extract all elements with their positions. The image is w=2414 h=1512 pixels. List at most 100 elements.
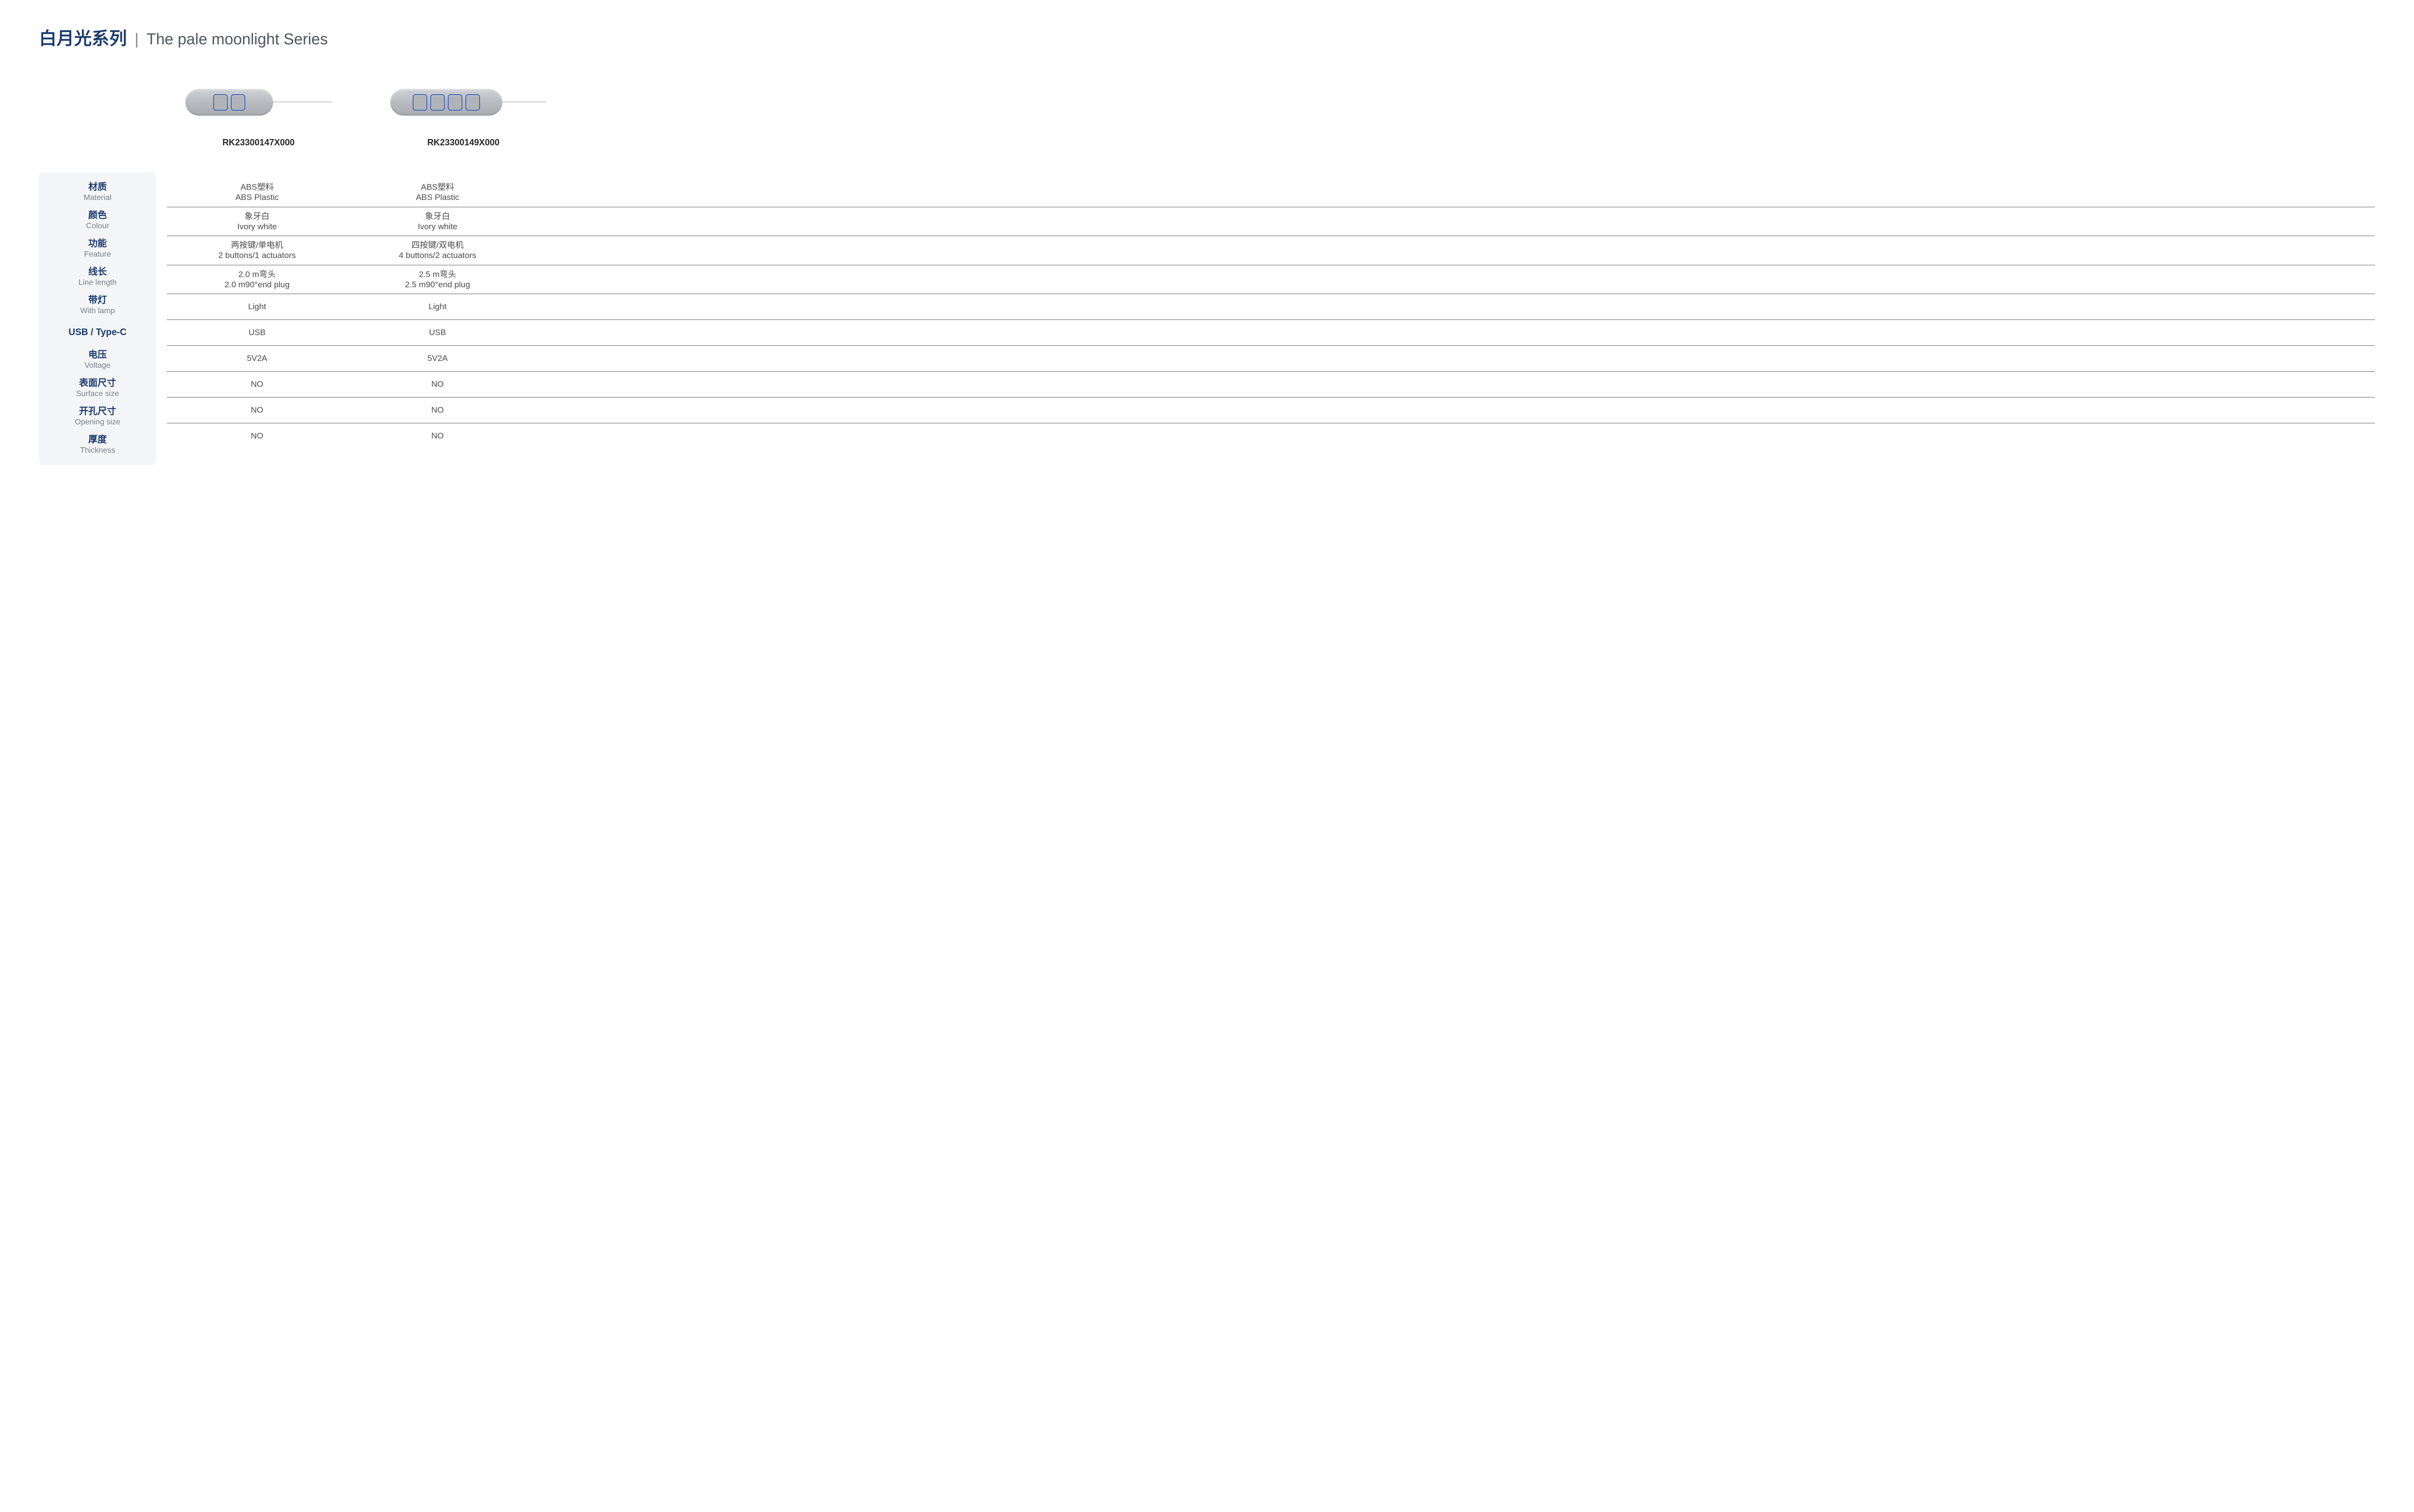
spec-value-cn: 2.5 m弯头 <box>347 269 528 279</box>
spec-label-cn: 开孔尺寸 <box>39 406 156 418</box>
spec-value-row: ABS塑料ABS PlasticABS塑料ABS Plastic <box>167 178 2375 207</box>
product-image <box>185 79 332 123</box>
spec-label-cell: 带灯With lamp <box>39 291 156 319</box>
spec-value-en: 2.0 m90°end plug <box>167 279 347 290</box>
spec-value-single: Light <box>167 294 347 319</box>
spec-value-single: NO <box>167 398 347 423</box>
spec-label-cn: 线长 <box>39 267 156 278</box>
spec-value-cell: NO <box>167 398 347 423</box>
remote-body <box>390 89 502 116</box>
spec-value-cell: ABS塑料ABS Plastic <box>347 178 528 207</box>
spec-value-row: NONO <box>167 398 2375 423</box>
spec-value-row: 2.0 m弯头2.0 m90°end plug2.5 m弯头2.5 m90°en… <box>167 265 2375 295</box>
remote-button-icon <box>413 94 427 111</box>
spec-label-cn: 厚度 <box>39 435 156 446</box>
header-title-en: The pale moonlight Series <box>146 30 328 48</box>
product-image <box>390 79 537 123</box>
spec-values-column: ABS塑料ABS PlasticABS塑料ABS Plastic象牙白Ivory… <box>167 172 2375 465</box>
spec-value-cell: Light <box>167 294 347 319</box>
remote-button-icon <box>430 94 445 111</box>
spec-value-cell: ABS塑料ABS Plastic <box>167 178 347 207</box>
spec-value-en: Ivory white <box>167 221 347 232</box>
spec-value-single: 5V2A <box>167 346 347 371</box>
spec-value-row: 5V2A5V2A <box>167 346 2375 372</box>
spec-label-en: Material <box>39 193 156 202</box>
spec-value-single: USB <box>347 320 528 345</box>
spec-label-en: Voltage <box>39 361 156 370</box>
spec-value-cn: 象牙白 <box>167 211 347 221</box>
spec-value-row: 两按键/单电机2 buttons/1 actuators四按键/双电机4 but… <box>167 236 2375 265</box>
spec-label-cn: 材质 <box>39 182 156 193</box>
spec-label-cn: 电压 <box>39 350 156 361</box>
spec-value-en: 2 buttons/1 actuators <box>167 250 347 260</box>
spec-value-cn: 象牙白 <box>347 211 528 221</box>
spec-label-cn: 功能 <box>39 239 156 250</box>
spec-value-cell: 2.0 m弯头2.0 m90°end plug <box>167 265 347 294</box>
spec-value-cell: NO <box>167 423 347 449</box>
spec-table: 材质Material颜色Colour功能Feature线长Line length… <box>39 172 2375 465</box>
product-card: RK23300147X000 <box>176 79 341 148</box>
spec-value-cell: 两按键/单电机2 buttons/1 actuators <box>167 236 347 265</box>
spec-labels-column: 材质Material颜色Colour功能Feature线长Line length… <box>39 172 156 465</box>
spec-value-cell: NO <box>347 423 528 449</box>
spec-label-en: Surface size <box>39 389 156 398</box>
spec-label-cell: 功能Feature <box>39 235 156 263</box>
spec-value-cell: Light <box>347 294 528 319</box>
remote-body <box>185 89 273 116</box>
spec-label-cell: 颜色Colour <box>39 206 156 235</box>
spec-value-cell: 5V2A <box>167 346 347 371</box>
spec-label-en: Feature <box>39 250 156 259</box>
spec-value-cn: ABS塑料 <box>347 182 528 192</box>
spec-value-cell: 象牙白Ivory white <box>347 207 528 236</box>
spec-label-cell: 厚度Thickness <box>39 431 156 459</box>
remote-cable <box>502 101 546 102</box>
spec-value-cell: 象牙白Ivory white <box>167 207 347 236</box>
spec-label-en: Line length <box>39 278 156 287</box>
spec-label-cell: 开孔尺寸Opening size <box>39 402 156 431</box>
spec-value-en: ABS Plastic <box>167 192 347 202</box>
product-card: RK23300149X000 <box>380 79 546 148</box>
spec-value-row: NONO <box>167 372 2375 398</box>
remote-button-icon <box>231 94 245 111</box>
spec-value-single: 5V2A <box>347 346 528 371</box>
spec-value-cn: ABS塑料 <box>167 182 347 192</box>
remote-button-icon <box>465 94 480 111</box>
spec-value-cell: 5V2A <box>347 346 528 371</box>
spec-value-row: 象牙白Ivory white象牙白Ivory white <box>167 207 2375 237</box>
spec-label-en: Opening size <box>39 418 156 427</box>
page-header: 白月光系列 | The pale moonlight Series <box>39 24 2375 50</box>
spec-value-en: ABS Plastic <box>347 192 528 202</box>
spec-value-en: Ivory white <box>347 221 528 232</box>
spec-value-cell: 四按键/双电机4 buttons/2 actuators <box>347 236 528 265</box>
product-gallery: RK23300147X000 RK23300149X000 <box>39 79 2375 148</box>
header-separator: | <box>135 30 139 48</box>
spec-value-single: NO <box>167 423 347 449</box>
spec-label-cell: USB / Type-C <box>39 319 156 346</box>
spec-label-en: With lamp <box>39 306 156 316</box>
spec-value-single: Light <box>347 294 528 319</box>
spec-value-en: 2.5 m90°end plug <box>347 279 528 290</box>
spec-label-cn: 颜色 <box>39 210 156 221</box>
spec-label-cell: 电压Voltage <box>39 346 156 374</box>
spec-value-row: NONO <box>167 423 2375 449</box>
spec-value-row: LightLight <box>167 294 2375 320</box>
spec-value-cell: NO <box>167 372 347 397</box>
remote-cable <box>273 101 332 102</box>
spec-value-cn: 四按键/双电机 <box>347 240 528 250</box>
spec-label-en: Thickness <box>39 446 156 455</box>
spec-label-cn: 表面尺寸 <box>39 378 156 389</box>
spec-value-cell: USB <box>347 320 528 345</box>
spec-value-cell: NO <box>347 398 528 423</box>
product-sku: RK23300147X000 <box>176 138 341 148</box>
spec-value-single: NO <box>347 423 528 449</box>
spec-label-cell: 表面尺寸Surface size <box>39 374 156 402</box>
remote-button-icon <box>213 94 228 111</box>
spec-value-cn: 两按键/单电机 <box>167 240 347 250</box>
spec-label-single: USB / Type-C <box>39 319 156 346</box>
spec-value-single: USB <box>167 320 347 345</box>
spec-value-cell: NO <box>347 372 528 397</box>
spec-value-cn: 2.0 m弯头 <box>167 269 347 279</box>
spec-label-cell: 材质Material <box>39 178 156 206</box>
header-title-cn: 白月光系列 <box>39 24 127 50</box>
spec-label-cell: 线长Line length <box>39 263 156 291</box>
